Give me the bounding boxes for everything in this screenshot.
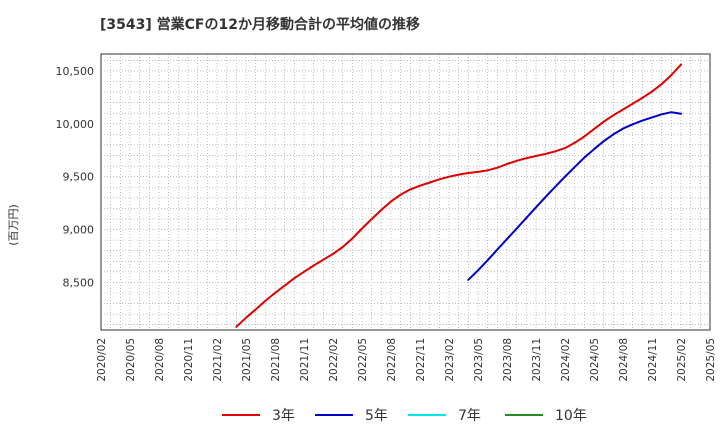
x-tick-label: 2021/11	[299, 338, 311, 382]
x-tick-label: 2022/05	[357, 338, 369, 382]
x-tick-label: 2025/05	[705, 338, 717, 382]
y-tick-label: 8,500	[63, 276, 95, 289]
legend-item: 10年	[505, 404, 587, 426]
x-tick-labels: 2020/02 2020/05 2020/08 2020/11 2021/02 2021/…	[96, 338, 717, 382]
legend-item: 7年	[408, 404, 481, 426]
plot-frame	[100, 53, 711, 331]
y-tick-label: 10,000	[56, 118, 95, 131]
x-tick-label: 2023/02	[444, 338, 456, 382]
series-line-3年	[235, 63, 682, 328]
x-tick-label: 2024/02	[560, 338, 572, 382]
legend-item: 5年	[315, 404, 388, 426]
x-tick-label: 2022/02	[328, 338, 340, 382]
legend-swatch	[315, 414, 353, 416]
y-tick-label: 9,000	[63, 224, 95, 237]
x-tick-label: 2022/11	[415, 338, 427, 382]
x-tick-label: 2021/05	[241, 338, 253, 382]
y-tick-label: 10,500	[56, 65, 95, 78]
x-tick-label: 2024/08	[618, 338, 630, 382]
x-tick-label: 2024/05	[589, 338, 601, 382]
legend-label: 3年	[272, 408, 295, 424]
legend-label: 10年	[555, 408, 587, 424]
legend-swatch	[222, 414, 260, 416]
x-tick-label: 2020/08	[154, 338, 166, 382]
legend-item: 3年	[222, 404, 295, 426]
x-tick-label: 2022/08	[386, 338, 398, 382]
x-tick-label: 2025/02	[676, 338, 688, 382]
x-tick-label: 2021/08	[270, 338, 282, 382]
x-tick-label: 2020/02	[96, 338, 108, 382]
x-tick-label: 2023/05	[473, 338, 485, 382]
x-tick-label: 2024/11	[647, 338, 659, 382]
legend-swatch	[408, 414, 446, 416]
x-tick-label: 2020/05	[125, 338, 137, 382]
x-tick-label: 2023/08	[502, 338, 514, 382]
series-line-5年	[467, 111, 682, 281]
y-tick-label: 9,500	[63, 171, 95, 184]
grid-layer	[100, 54, 711, 330]
series-lines	[235, 63, 682, 328]
x-tick-label: 2023/11	[531, 338, 543, 382]
x-tick-label: 2021/02	[212, 338, 224, 382]
y-tick-labels: 8,500 9,000 9,500 10,000 10,500	[56, 65, 95, 289]
legend-label: 5年	[365, 408, 388, 424]
legend: 3年 5年 7年 10年	[0, 404, 720, 428]
legend-swatch	[505, 414, 543, 416]
chart-title: [3543] 営業CFの12か月移動合計の平均値の推移	[100, 17, 420, 33]
legend-label: 7年	[458, 408, 481, 424]
x-tick-label: 2020/11	[183, 338, 195, 382]
